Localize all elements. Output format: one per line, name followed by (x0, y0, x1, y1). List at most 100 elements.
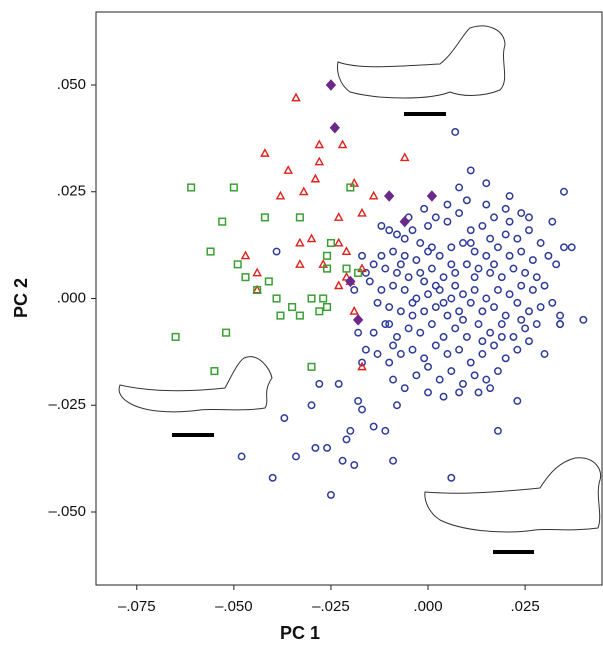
point (352, 314, 364, 326)
point (427, 320, 436, 329)
point (171, 332, 180, 341)
point (358, 405, 366, 414)
point (462, 332, 471, 341)
point (408, 226, 417, 235)
point (528, 286, 537, 294)
point (567, 243, 576, 252)
point (509, 264, 518, 273)
x-axis-label: PC 1 (280, 623, 320, 643)
point (451, 128, 460, 136)
point (368, 190, 379, 200)
point (389, 375, 398, 384)
point (451, 281, 460, 290)
point (525, 307, 533, 316)
point (474, 388, 483, 397)
point (412, 294, 421, 303)
point (253, 285, 262, 295)
point (466, 239, 475, 247)
point (400, 384, 409, 393)
point (420, 204, 429, 213)
point (233, 260, 242, 269)
point (389, 247, 398, 256)
point (455, 307, 464, 316)
point (337, 139, 348, 149)
point (559, 243, 568, 252)
point (399, 152, 410, 162)
point (431, 303, 440, 311)
point (315, 379, 324, 388)
point (295, 213, 304, 222)
point (443, 217, 452, 226)
point (333, 212, 344, 221)
point (532, 320, 541, 329)
point (493, 426, 502, 435)
point (478, 221, 487, 230)
point (361, 268, 370, 277)
point (399, 215, 410, 228)
point (462, 196, 471, 205)
point (505, 251, 514, 260)
point (513, 234, 522, 243)
point (493, 243, 502, 252)
point (400, 286, 409, 294)
y-tick-label: .000 (57, 289, 86, 306)
point (486, 234, 495, 243)
point (509, 332, 518, 341)
point (381, 426, 390, 435)
point (517, 209, 526, 218)
point (346, 426, 355, 435)
point (501, 230, 510, 239)
point (501, 354, 510, 363)
point (354, 397, 363, 405)
point (354, 328, 363, 337)
point (404, 273, 413, 282)
point (462, 260, 471, 269)
point (424, 247, 432, 256)
point (350, 286, 359, 294)
point (439, 392, 448, 401)
point (365, 277, 374, 286)
point (210, 367, 219, 376)
point (315, 307, 324, 316)
point (525, 213, 533, 222)
point (431, 213, 440, 222)
point (400, 234, 409, 243)
point (295, 311, 304, 320)
point (396, 260, 405, 269)
point (478, 307, 487, 316)
point (443, 350, 452, 358)
point (490, 213, 498, 222)
point (505, 192, 514, 200)
point (474, 264, 483, 273)
point (505, 217, 514, 226)
point (466, 298, 475, 307)
point (412, 371, 421, 380)
point (206, 247, 215, 256)
point (427, 264, 436, 273)
point (482, 251, 491, 260)
point (393, 401, 401, 410)
point (314, 139, 325, 149)
point (385, 358, 394, 367)
point (544, 251, 553, 260)
point (466, 358, 475, 367)
point (497, 273, 506, 282)
point (490, 260, 498, 269)
point (393, 230, 401, 239)
point (292, 452, 300, 461)
point (314, 156, 325, 166)
jaw-bottom (424, 457, 602, 554)
point (459, 290, 467, 299)
point (408, 311, 417, 320)
point (326, 238, 335, 248)
point (381, 264, 390, 273)
point (501, 204, 510, 213)
point (264, 277, 273, 286)
point (482, 294, 491, 303)
point (427, 243, 436, 252)
point (521, 324, 530, 333)
point (420, 277, 429, 286)
point (396, 307, 405, 316)
point (482, 200, 491, 209)
point (486, 328, 495, 337)
